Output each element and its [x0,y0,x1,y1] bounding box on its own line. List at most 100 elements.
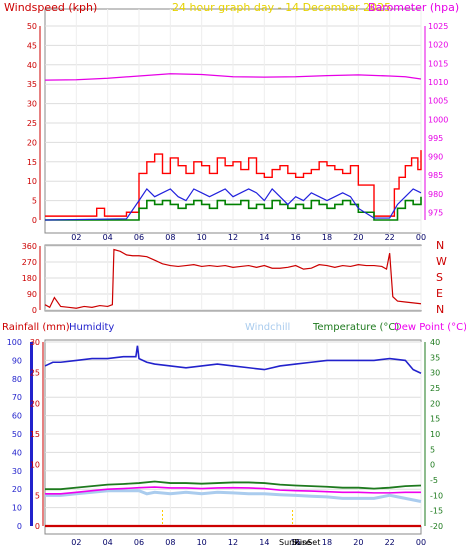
winddir-series [44,248,422,309]
wind-y-tick-label: 25 [27,119,37,128]
temp-x-tick-label: 04 [103,538,113,547]
rain-y-tick-label: 5 [35,491,40,500]
temp-x-tick-label: 22 [385,538,395,547]
wind-y-tick-label: 10 [27,177,37,186]
windspeed-label: Windspeed (kph) [4,1,97,14]
baro-y-tick-label: 990 [428,153,443,162]
temp-y-tick-label: 40 [430,338,440,347]
humidity-label: Humidity [69,322,114,333]
temp-x-tick-label: 14 [259,538,269,547]
humidity-y-tick-label: 80 [12,375,22,384]
sunrise-label: SunRise [279,538,311,547]
wind-x-tick-label: 04 [103,233,113,242]
temp-y-tick-label: 30 [430,369,440,378]
sun-markers [162,510,294,526]
humidity-y-tick-label: 20 [12,485,22,494]
baro-y-tick-label: 985 [428,171,443,180]
baro-y-tick-label: 1000 [428,115,448,124]
wind-y-tick-label: 5 [32,197,37,206]
compass-east: E [436,287,443,300]
winddir-y-tick-label: 0 [32,306,37,315]
temp-x-tick-label: 20 [353,538,363,547]
wind-y-tick-label: 20 [27,138,37,147]
winddir-line [44,248,422,309]
sunset-label: SunSet [292,538,320,547]
wind-x-tick-label: 10 [197,233,207,242]
humidity-y-tick-label: 0 [17,522,22,531]
wind-x-tick-label: 22 [385,233,395,242]
wind-tick-labels: 0510152025303540455097598098599099510001… [27,22,449,242]
humidity-y-axis [30,342,33,526]
rain-y-tick-label: 25 [30,369,40,378]
baro-y-tick-label: 995 [428,134,443,143]
humidity-y-tick-label: 90 [12,356,22,365]
temperature-series [44,345,422,528]
compass-north-bottom: N [436,303,444,316]
wind-x-tick-label: 02 [71,233,81,242]
temp-x-tick-label: 06 [134,538,144,547]
windchill-label: Windchill [245,322,290,333]
windchill-line [45,489,422,503]
winddir-y-tick-label: 360 [22,242,37,251]
wind-y-tick-label: 35 [27,80,37,89]
winddir-y-tick-label: 270 [22,258,37,267]
dewpoint-label: Dew Point (°C) [394,322,466,333]
wind-y-tick-label: 45 [27,41,37,50]
compass-south: S [436,271,443,284]
barometer-line [44,73,422,81]
humidity-y-tick-label: 50 [12,430,22,439]
temp-y-tick-label: 15 [430,415,440,424]
humidity-y-tick-label: 60 [12,412,22,421]
baro-y-tick-label: 1005 [428,97,448,106]
temp-x-tick-label: 18 [322,538,332,547]
humidity-y-tick-label: 10 [12,504,22,513]
wind-y-tick-label: 40 [27,61,37,70]
rain-y-tick-label: 10 [30,461,40,470]
temperature-line [45,480,422,491]
baro-y-tick-label: 975 [428,209,443,218]
temperature-tick-labels: 0102030405060708090100051015202530-20-15… [7,338,443,547]
baro-y-tick-label: 1025 [428,22,448,31]
temp-x-tick-label: 00 [416,538,426,547]
wind-x-tick-label: 12 [228,233,238,242]
baro-y-tick-label: 1015 [428,59,448,68]
temp-y-tick-label: -5 [430,476,438,485]
wind-y-tick-label: 0 [32,216,37,225]
temperature-label: Temperature (°C) [312,322,399,333]
temp-x-tick-label: 10 [197,538,207,547]
winddir-y-tick-label: 180 [22,274,37,283]
wind-x-tick-label: 14 [259,233,269,242]
dewpoint-line [45,486,421,495]
wind-x-tick-label: 16 [291,233,301,242]
humidity-y-tick-label: 40 [12,448,22,457]
temp-y-tick-label: 20 [430,399,440,408]
humidity-y-tick-label: 70 [12,393,22,402]
rain-y-tick-label: 30 [30,338,40,347]
temp-x-tick-label: 02 [71,538,81,547]
temp-x-tick-label: 08 [165,538,175,547]
baro-y-tick-label: 980 [428,190,443,199]
wind-x-tick-label: 20 [353,233,363,242]
compass-west: W [436,255,447,268]
wind-x-tick-label: 00 [416,233,426,242]
winddir-y-tick-label: 90 [27,290,37,299]
temp-y-tick-label: 35 [430,353,440,362]
windspeed-line [45,150,422,217]
rain-y-tick-label: 0 [35,522,40,531]
temp-y-tick-label: -15 [430,507,443,516]
temp-y-tick-label: 25 [430,384,440,393]
humidity-y-tick-label: 100 [7,338,22,347]
graph-title: 24 hour graph day - 14 December 2025 [172,1,391,14]
temp-x-tick-label: 16 [291,538,301,547]
wind-average-line [44,188,422,221]
barometer-label: Barometer (hpa) [368,1,459,14]
baro-y-tick-label: 1020 [428,41,448,50]
rain-y-tick-label: 15 [30,430,40,439]
rainfall-label: Rainfall (mm) [2,322,70,333]
temp-y-tick-label: -20 [430,522,443,531]
temp-y-tick-label: 10 [430,430,440,439]
baro-y-tick-label: 1010 [428,78,448,87]
wind-x-tick-label: 06 [134,233,144,242]
